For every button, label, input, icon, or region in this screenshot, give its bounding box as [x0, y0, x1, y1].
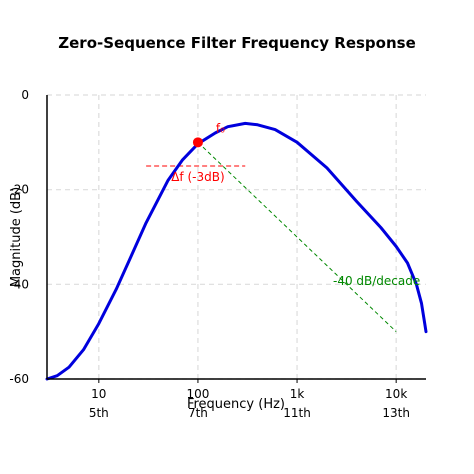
chart-title: Zero-Sequence Filter Frequency Response	[58, 34, 416, 52]
x-ticks: 10 5th 100 7th 1k 11th 10k 13th	[89, 379, 410, 420]
x-tick-label: 10k	[385, 387, 407, 401]
y-tick-label: -40	[9, 277, 29, 291]
x-axis-label: Frequency (Hz)	[187, 397, 285, 412]
series-line	[45, 121, 428, 381]
x-tick-harmonic-label: 5th	[89, 406, 109, 420]
x-tick-harmonic-label: 11th	[283, 406, 311, 420]
x-tick-label: 1k	[290, 387, 305, 401]
annotations-over: f₀ Δf (-3dB) -40 dB/decade	[171, 121, 420, 288]
slope-line	[197, 141, 397, 333]
marker-label: f₀	[216, 121, 225, 135]
x-tick-label: 100	[186, 387, 209, 401]
grid	[47, 94, 426, 380]
annotations-under	[146, 141, 397, 333]
x-tick-label: 10	[91, 387, 106, 401]
bandwidth-label: Δf (-3dB)	[171, 170, 224, 184]
slope-label: -40 dB/decade	[333, 274, 420, 288]
x-tick-harmonic-label: 13th	[382, 406, 410, 420]
resonance-marker	[192, 137, 203, 148]
y-axis-label: Magnitude (dB)	[9, 187, 24, 287]
y-tick-label: 0	[21, 88, 29, 102]
y-tick-label: -60	[9, 372, 29, 386]
y-tick-label: -20	[9, 183, 29, 197]
x-tick-harmonic-label: 7th	[188, 406, 208, 420]
y-ticks: 0 -20 -40 -60	[9, 88, 29, 386]
